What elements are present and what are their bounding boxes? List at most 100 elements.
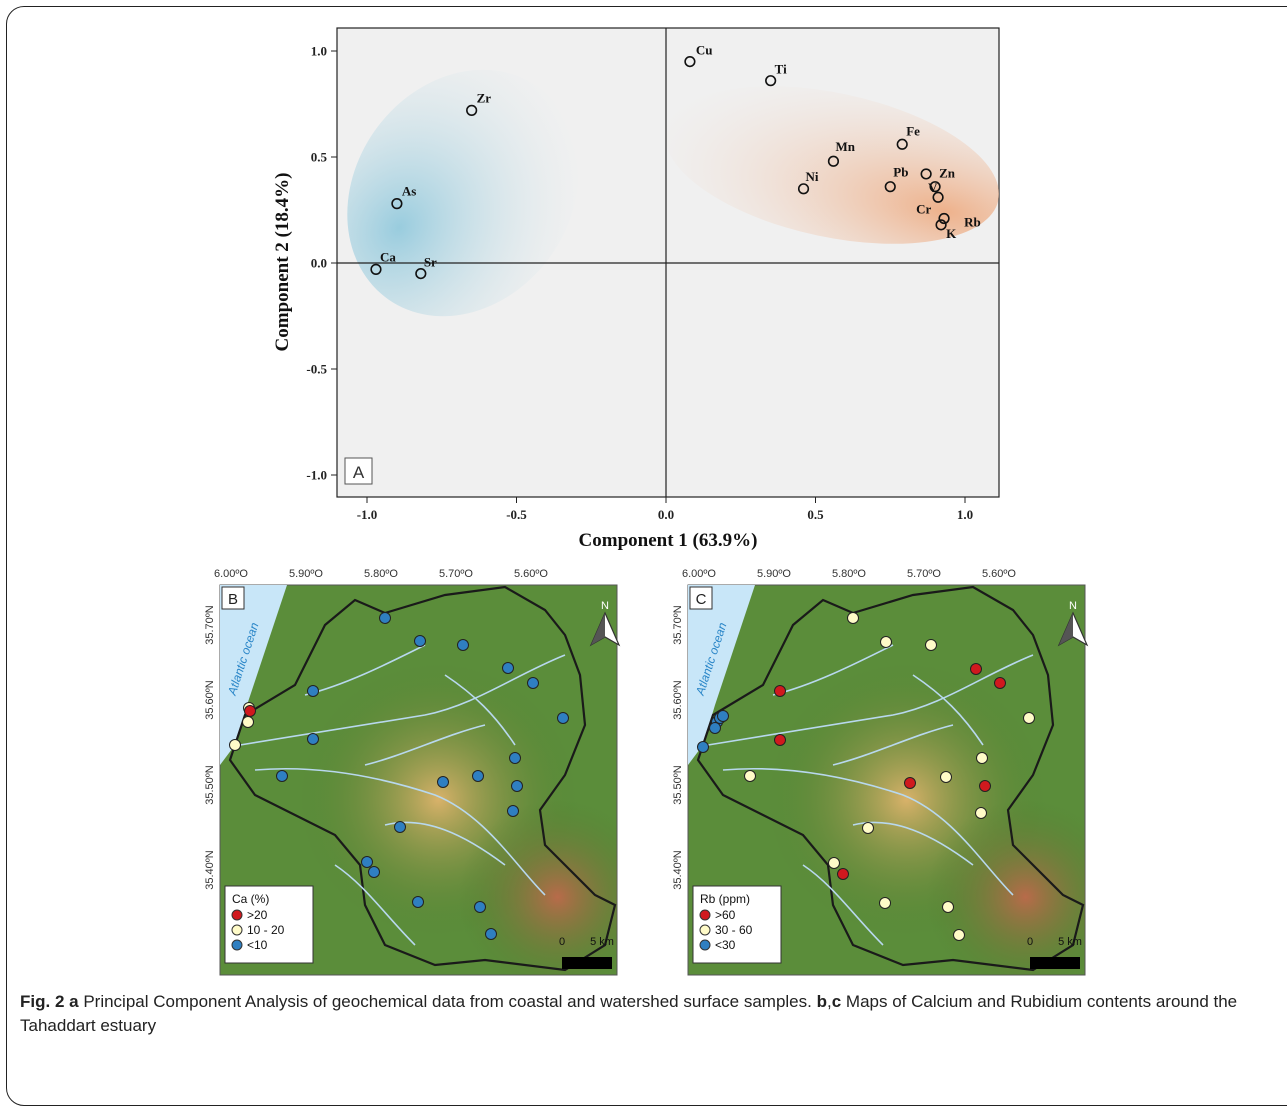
latitude-label: 35.70ºN	[204, 605, 216, 645]
sample-point	[774, 685, 786, 697]
pca-point-label: Pb	[893, 165, 908, 180]
sample-point	[485, 928, 497, 940]
caption-part: b	[816, 992, 827, 1011]
pca-point	[370, 263, 382, 275]
legend-swatch	[231, 924, 243, 936]
figure-caption: Fig. 2 a Principal Component Analysis of…	[20, 990, 1270, 1038]
pca-point-label: Sr	[424, 255, 437, 270]
sample-point	[942, 901, 954, 913]
latitude-label: 35.60ºN	[672, 680, 684, 720]
sample-point	[379, 612, 391, 624]
watershed-boundary	[696, 585, 1085, 972]
sample-point	[507, 805, 519, 817]
north-label: N	[1069, 600, 1077, 612]
y-tick-label: 0.0	[311, 256, 327, 271]
y-tick-label: 1.0	[311, 44, 327, 59]
scale-label-end: 5 km	[1058, 936, 1082, 948]
river	[239, 654, 566, 746]
sample-point	[474, 901, 486, 913]
scale-bar	[1030, 957, 1080, 969]
north-arrow-shade	[1059, 613, 1073, 645]
panel-label: C	[696, 591, 707, 608]
sample-point	[509, 752, 521, 764]
legend-label: <10	[247, 938, 268, 952]
pca-point	[391, 198, 403, 210]
pca-point	[797, 183, 810, 195]
sample-point	[457, 639, 469, 651]
pca-point-label: Ni	[806, 169, 819, 184]
sample-point	[307, 733, 319, 745]
scale-label-start: 0	[559, 936, 565, 948]
panel-label-box	[221, 586, 245, 610]
legend-swatch	[699, 924, 711, 936]
pca-point-label: Ca	[380, 249, 396, 264]
legend-label: 30 - 60	[715, 923, 753, 937]
pca-point-label: Cr	[916, 201, 931, 216]
panel-label: A	[353, 463, 365, 482]
ocean-area	[688, 585, 755, 765]
caption-part: Principal Component Analysis of geochemi…	[78, 992, 817, 1011]
right-cluster-ellipse	[665, 86, 999, 244]
caption-part: Maps of Calcium and Rubidium contents ar…	[20, 992, 1238, 1035]
sample-point	[229, 739, 241, 751]
caption-part: ,	[826, 992, 832, 1011]
sample-point	[994, 677, 1006, 689]
latitude-label: 35.50ºN	[672, 765, 684, 805]
legend-swatch	[231, 939, 243, 951]
latitude-label: 35.50ºN	[204, 765, 216, 805]
scale-label-end: 5 km	[590, 936, 614, 948]
pca-point-label: Fe	[906, 123, 920, 138]
north-arrow-shade	[591, 613, 605, 645]
caption-part: c	[831, 992, 842, 1011]
sample-point	[774, 734, 786, 746]
longitude-label: 6.00ºO	[682, 568, 716, 580]
longitude-label: 5.60ºO	[514, 568, 548, 580]
pca-point-label: As	[402, 184, 416, 199]
sample-point	[904, 777, 916, 789]
river	[254, 767, 546, 896]
river	[444, 674, 516, 746]
pca-point	[920, 168, 932, 180]
sample-point	[976, 752, 988, 764]
pca-point	[935, 219, 947, 231]
sample-point	[242, 716, 254, 728]
panel-label: B	[228, 591, 238, 608]
sample-point	[414, 635, 426, 647]
pca-point	[466, 104, 478, 116]
sample-point	[472, 770, 484, 782]
map-panel-b: 6.00ºO 5.90ºO 5.80ºO 5.70ºO 5.60ºO 35.70ºN 35.…	[204, 568, 621, 976]
ocean-area	[220, 585, 287, 765]
longitude-label: 5.80ºO	[364, 568, 398, 580]
pca-point	[929, 181, 941, 193]
sample-point	[1023, 712, 1035, 724]
pca-point	[765, 75, 777, 87]
pca-point	[938, 212, 950, 225]
pca-point	[896, 138, 908, 150]
sample-point	[437, 776, 449, 788]
river	[722, 767, 1014, 896]
sample-point	[361, 856, 373, 868]
river	[772, 644, 894, 696]
pca-point-label: Cu	[696, 43, 713, 58]
latitude-label: 35.40ºN	[672, 850, 684, 890]
sample-point	[744, 770, 756, 782]
legend-label: 10 - 20	[247, 923, 285, 937]
north-label: N	[601, 600, 609, 612]
pca-plot: -1.0 -0.5 0.0 0.5 1.0 1.0 0.5 0.0 -0.5 -1.0 Cu Ti Z…	[272, 27, 1000, 551]
river	[707, 654, 1034, 746]
map-panel-c: 6.00ºO 5.90ºO 5.80ºO 5.70ºO 5.60ºO 35.70ºN 35.…	[672, 568, 1089, 976]
river	[832, 724, 954, 766]
sample-point	[925, 639, 937, 651]
longitude-label: 5.90ºO	[289, 568, 323, 580]
legend-label: <30	[715, 938, 736, 952]
pca-point-label: Mn	[835, 139, 855, 154]
sample-point	[412, 896, 424, 908]
sample-point	[717, 710, 729, 722]
x-tick-label: 0.5	[807, 507, 824, 522]
legend-title: Rb (ppm)	[700, 892, 750, 906]
longitude-label: 5.80ºO	[832, 568, 866, 580]
x-axis-label: Component 1 (63.9%)	[579, 530, 758, 551]
x-tick-label: -0.5	[506, 507, 527, 522]
sample-point	[880, 636, 892, 648]
sample-point	[276, 770, 288, 782]
